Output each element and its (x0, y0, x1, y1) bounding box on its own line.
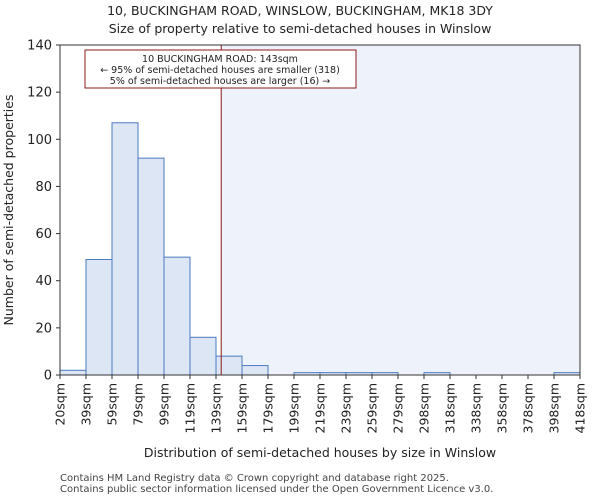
x-tick-label: 199sqm (287, 383, 302, 433)
chart-title-address: 10, BUCKINGHAM ROAD, WINSLOW, BUCKINGHAM… (107, 3, 493, 18)
y-tick-label: 80 (35, 180, 52, 195)
y-tick-label: 40 (35, 274, 52, 289)
y-tick-label: 120 (27, 86, 52, 101)
x-tick-label: 139sqm (209, 383, 224, 433)
histogram-bar (215, 355, 243, 376)
x-tick-label: 219sqm (313, 383, 328, 433)
annotation-border (84, 49, 357, 89)
histogram-bar (163, 256, 191, 376)
histogram-bar (137, 157, 165, 376)
x-tick-label: 39sqm (79, 383, 94, 426)
y-tick-label: 60 (35, 227, 52, 242)
histogram-bar (241, 365, 269, 376)
histogram-chart: 0 20 40 60 80 100 120 140 20sqm 39sqm 59sqm 79sqm 9… (1, 39, 588, 461)
x-tick-label: 398sqm (547, 383, 562, 433)
x-tick-label: 259sqm (365, 383, 380, 433)
x-tick-label: 79sqm (131, 383, 146, 426)
annotation-line-3: 5% of semi-detached houses are larger (1… (110, 76, 330, 87)
x-tick-label: 59sqm (105, 383, 120, 426)
y-tick-label: 20 (35, 321, 52, 336)
x-tick-label: 418sqm (573, 383, 588, 433)
x-tick-label: 159sqm (235, 383, 250, 433)
annotation-line-2: ← 95% of semi-detached houses are smalle… (100, 65, 340, 76)
x-tick-label: 358sqm (495, 383, 510, 433)
x-tick-label: 99sqm (157, 383, 172, 426)
histogram-bar (85, 259, 113, 376)
x-tick-label: 179sqm (261, 383, 276, 433)
x-tick-label: 239sqm (339, 383, 354, 433)
histogram-bar (59, 369, 87, 376)
annotation-box: 10 BUCKINGHAM ROAD: 143sqm ← 95% of semi… (84, 49, 357, 89)
footer-copyright: Contains HM Land Registry data © Crown c… (60, 473, 449, 484)
x-axis-label: Distribution of semi-detached houses by … (144, 445, 496, 460)
y-axis-label: Number of semi-detached properties (1, 95, 16, 326)
y-tick-label: 140 (27, 39, 52, 54)
x-tick-label: 20sqm (53, 383, 68, 426)
y-tick-label: 100 (27, 133, 52, 148)
histogram-bar (111, 122, 139, 376)
x-tick-label: 119sqm (183, 383, 198, 433)
x-tick-label: 338sqm (469, 383, 484, 433)
x-tick-label: 318sqm (443, 383, 458, 433)
chart-subtitle: Size of property relative to semi-detach… (108, 21, 492, 36)
y-tick-label: 0 (44, 369, 52, 384)
x-tick-label: 298sqm (417, 383, 432, 433)
x-tick-label: 279sqm (391, 383, 406, 433)
x-tick-label: 378sqm (521, 383, 536, 433)
footer-licence: Contains public sector information licen… (60, 484, 494, 495)
histogram-bar (189, 336, 217, 376)
larger-properties-region (221, 45, 580, 375)
annotation-line-1: 10 BUCKINGHAM ROAD: 143sqm (142, 54, 298, 65)
